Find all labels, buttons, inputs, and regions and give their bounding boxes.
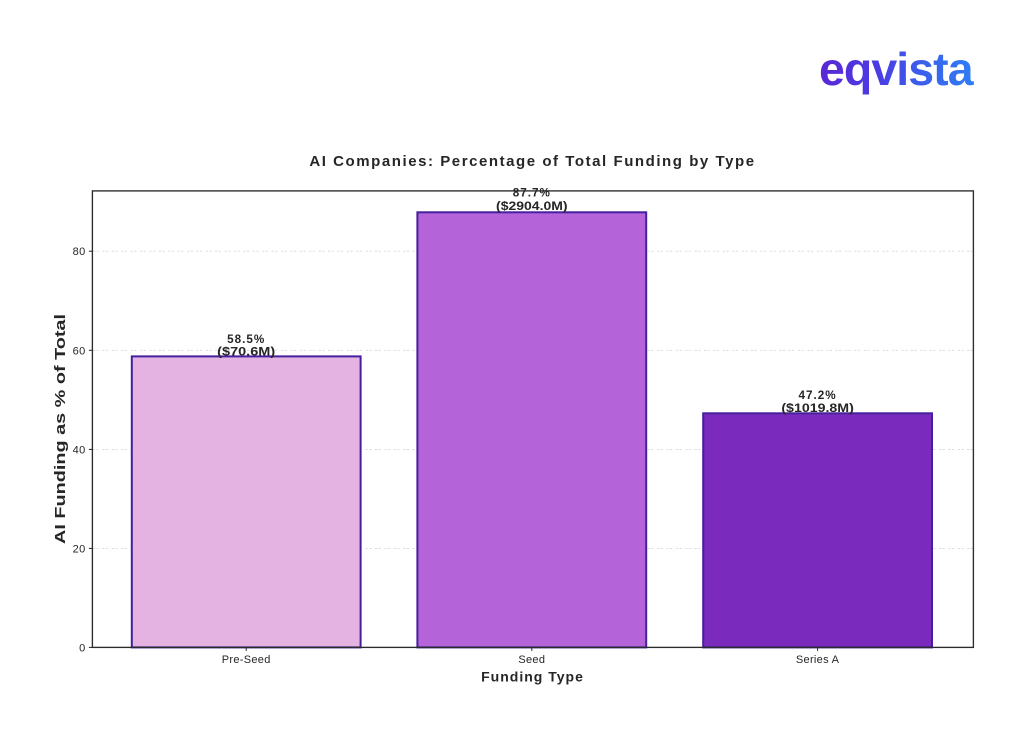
svg-text:Funding Type: Funding Type <box>481 668 584 684</box>
svg-text:Series A: Series A <box>796 654 840 666</box>
svg-text:87.7%: 87.7% <box>513 187 551 200</box>
svg-text:58.5%: 58.5% <box>227 333 265 346</box>
svg-text:($70.6M): ($70.6M) <box>217 345 275 358</box>
svg-text:AI Funding as % of Total: AI Funding as % of Total <box>52 314 69 544</box>
svg-text:60: 60 <box>73 345 86 357</box>
svg-text:40: 40 <box>73 444 86 456</box>
svg-text:($1019.8M): ($1019.8M) <box>781 402 854 415</box>
svg-text:80: 80 <box>73 246 86 258</box>
svg-text:Seed: Seed <box>518 654 545 666</box>
svg-text:Pre-Seed: Pre-Seed <box>222 654 271 666</box>
svg-text:0: 0 <box>79 642 85 654</box>
svg-text:($2904.0M): ($2904.0M) <box>496 200 568 213</box>
svg-text:AI Companies: Percentage of To: AI Companies: Percentage of Total Fundin… <box>309 153 755 170</box>
svg-text:47.2%: 47.2% <box>799 389 837 402</box>
svg-text:20: 20 <box>73 543 86 555</box>
